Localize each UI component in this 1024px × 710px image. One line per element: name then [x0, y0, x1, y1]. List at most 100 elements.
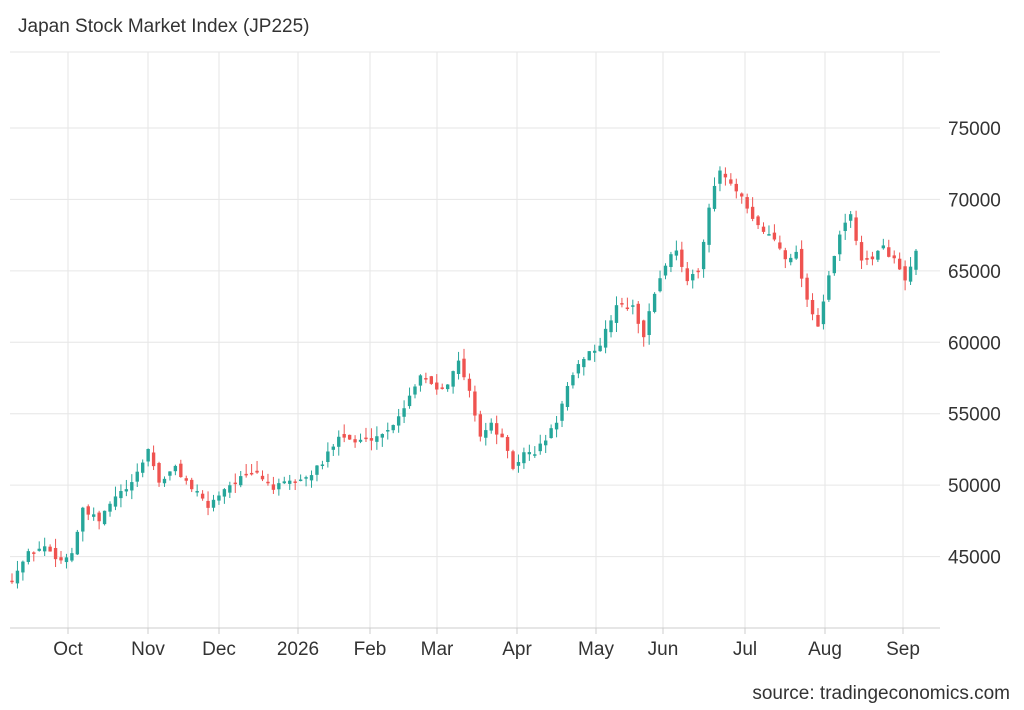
- candle-up: [64, 557, 69, 563]
- x-tick-label: Nov: [131, 639, 165, 660]
- candle-up: [489, 422, 493, 431]
- candle-up: [108, 503, 112, 512]
- candle-up: [451, 371, 455, 387]
- y-tick-label: 45000: [948, 548, 1001, 569]
- candle-up: [380, 434, 385, 438]
- candle-down: [53, 547, 58, 560]
- candle-down: [625, 307, 630, 310]
- candle-up: [718, 170, 722, 184]
- candle-down: [271, 484, 276, 490]
- candle-up: [135, 471, 139, 482]
- candle-up: [516, 462, 521, 466]
- candle-down: [478, 414, 483, 437]
- candle-up: [130, 482, 134, 491]
- candle-up: [707, 207, 711, 245]
- candle-down: [435, 382, 439, 390]
- candle-down: [783, 250, 787, 260]
- candle-up: [42, 546, 47, 552]
- candle-up: [81, 507, 85, 532]
- candle-up: [418, 375, 423, 386]
- candle-up: [26, 551, 31, 562]
- candle-up: [228, 485, 232, 493]
- candle-up: [614, 305, 619, 323]
- candle-down: [772, 232, 777, 240]
- candle-down: [816, 314, 820, 327]
- y-tick-label: 65000: [948, 262, 1001, 283]
- candle-up: [402, 408, 406, 417]
- candle-down: [745, 197, 749, 209]
- candle-up: [843, 222, 847, 232]
- candle-up: [102, 510, 107, 525]
- y-tick-label: 70000: [948, 190, 1001, 211]
- candle-up: [908, 266, 913, 282]
- candle-down: [462, 358, 466, 378]
- candle-up: [309, 475, 314, 481]
- candle-up: [162, 478, 167, 484]
- candle-up: [331, 446, 335, 450]
- candle-down: [750, 206, 755, 219]
- y-tick-label: 60000: [948, 333, 1001, 354]
- y-axis-labels: 45000 50000 55000 60000 65000 70000 75000: [948, 119, 1001, 569]
- candle-up: [789, 257, 793, 263]
- candle-down: [734, 183, 738, 192]
- candle-up: [554, 422, 559, 430]
- candle-up: [652, 293, 657, 312]
- candle-up: [647, 311, 651, 336]
- candle-down: [810, 299, 815, 315]
- candle-down: [740, 193, 744, 197]
- x-tick-label: Jul: [733, 639, 757, 660]
- candle-up: [456, 360, 461, 374]
- candle-down: [696, 270, 700, 273]
- candle-up: [141, 462, 145, 473]
- candle-up: [701, 241, 706, 270]
- candle-down: [723, 173, 728, 178]
- candle-down: [440, 387, 444, 389]
- candle-down: [249, 472, 254, 475]
- candle-up: [549, 428, 553, 439]
- candle-down: [865, 258, 869, 260]
- candle-down: [59, 557, 63, 561]
- candle-down: [157, 463, 161, 483]
- candle-down: [364, 437, 368, 440]
- candle-down: [729, 179, 733, 184]
- candle-down: [500, 433, 504, 438]
- x-tick-label: 2026: [277, 639, 319, 660]
- candle-up: [767, 234, 771, 236]
- candle-down: [369, 438, 374, 441]
- candle-up: [239, 476, 243, 486]
- x-tick-label: Feb: [354, 639, 387, 660]
- candle-up: [587, 351, 591, 361]
- candle-up: [445, 384, 450, 390]
- candle-down: [293, 481, 297, 483]
- candle-up: [358, 439, 363, 442]
- candle-down: [854, 217, 858, 241]
- candle-down: [179, 463, 183, 478]
- candle-up: [91, 514, 96, 517]
- candle-up: [821, 301, 826, 325]
- x-tick-label: Dec: [202, 639, 236, 660]
- candle-up: [288, 480, 292, 484]
- candle-up: [674, 250, 679, 256]
- candle-up: [598, 345, 602, 352]
- candle-up: [576, 364, 581, 374]
- candle-up: [582, 358, 586, 368]
- candle-up: [195, 491, 199, 493]
- candle-down: [505, 436, 510, 451]
- candle-down: [903, 266, 907, 281]
- candle-up: [593, 350, 597, 353]
- candle-down: [636, 303, 640, 324]
- candle-layer: [10, 166, 918, 589]
- candle-up: [75, 531, 80, 555]
- candle-down: [494, 423, 499, 435]
- candle-down: [511, 451, 515, 469]
- candle-down: [892, 255, 896, 259]
- candle-up: [337, 436, 341, 447]
- candle-up: [712, 185, 717, 209]
- candle-down: [859, 242, 864, 261]
- candle-up: [522, 452, 526, 464]
- candle-up: [571, 375, 575, 386]
- candle-down: [897, 258, 902, 270]
- candle-up: [794, 251, 798, 259]
- candle-up: [691, 274, 695, 281]
